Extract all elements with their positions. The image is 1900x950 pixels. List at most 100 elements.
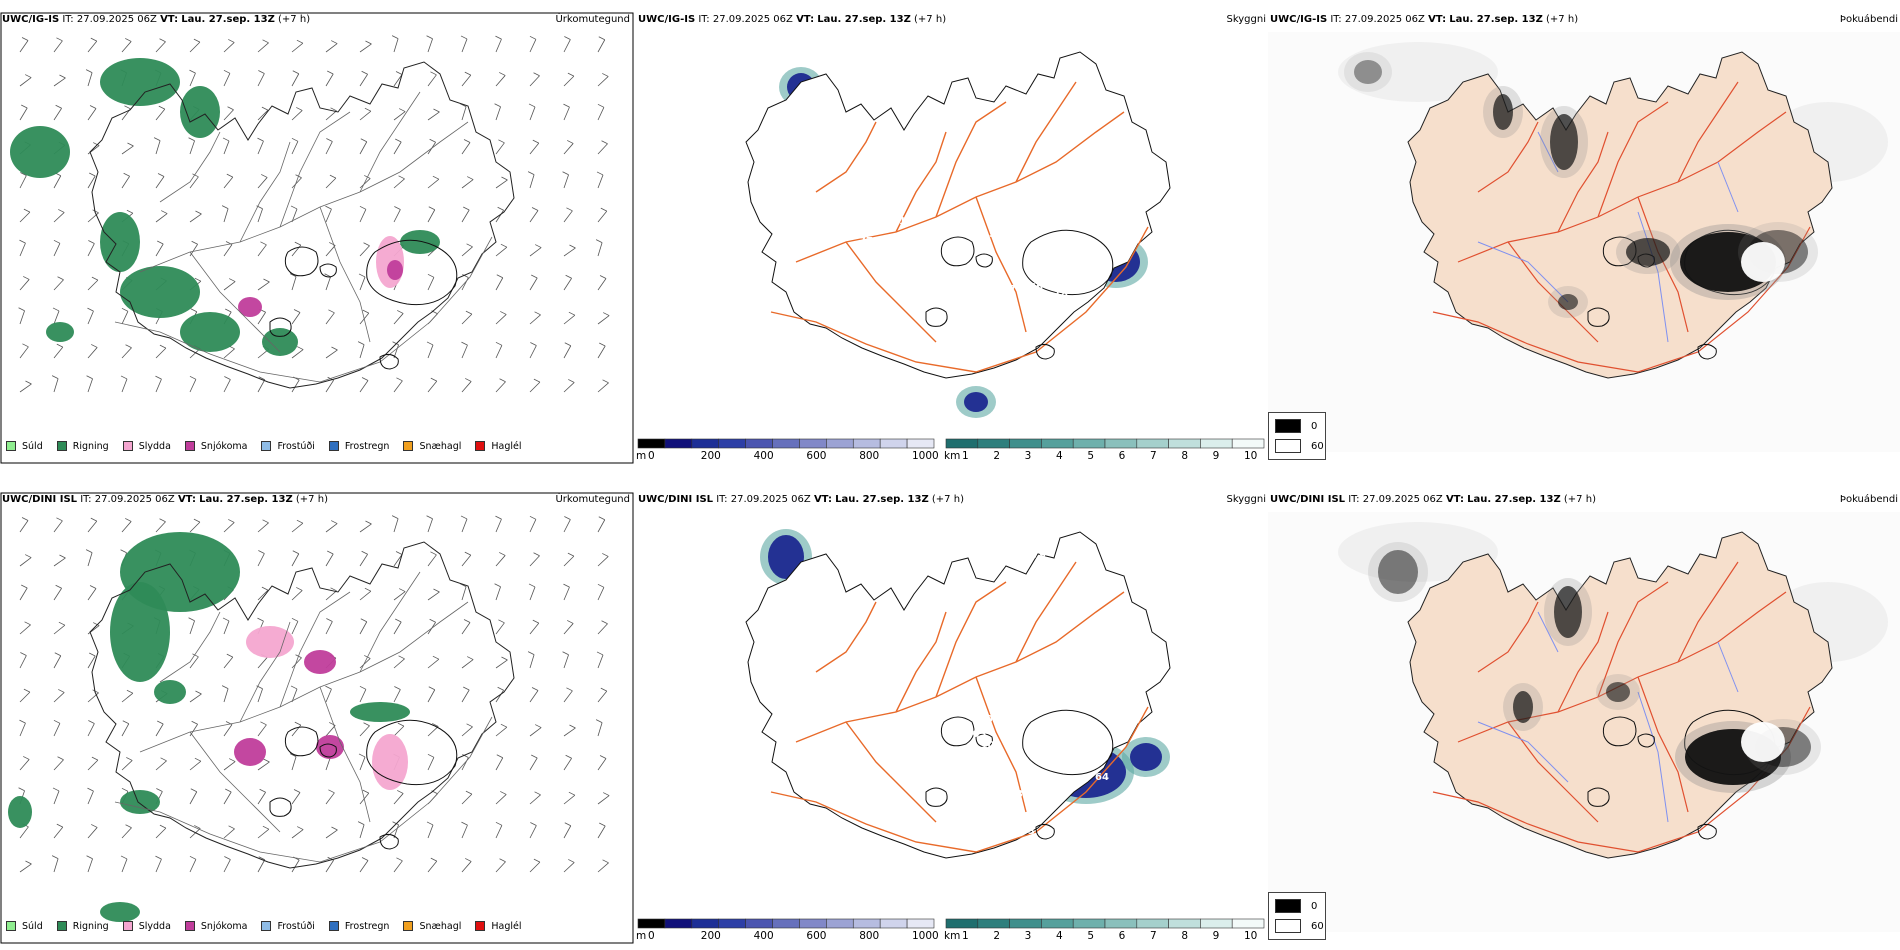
colorbar-cell (1200, 438, 1233, 449)
colorbar-tick: 600 (806, 930, 827, 942)
legend-swatch (122, 921, 133, 931)
fog-header: UWC/DINI ISL IT: 27.09.2025 06Z VT: Lau.… (1270, 494, 1596, 505)
colorbar-tick: 1000 (912, 450, 939, 462)
cloud-base-label: 83 (1009, 789, 1023, 800)
legend-swatch (261, 441, 272, 451)
colorbar-unit: m (636, 450, 647, 462)
wind-barbs (18, 35, 610, 393)
legend-label: Haglél (491, 440, 522, 452)
legend-swatch (6, 441, 16, 451)
colorbar-cell (1104, 918, 1138, 929)
fog-areas (1368, 542, 1821, 793)
cloud-base-labels: 53 75 79 66 18 47 76 15 89 11 77 61 91 79 (859, 90, 1125, 389)
legend-item: Snjókoma (184, 441, 247, 452)
iceland-outline (745, 531, 1171, 859)
cloud-base-label: 72 (873, 784, 887, 795)
colorbar-cell (1072, 438, 1106, 449)
iceland-outline (89, 61, 515, 389)
legend-swatch (6, 921, 16, 931)
colorbar-cell (718, 438, 746, 449)
legend-label: Frostúði (277, 920, 315, 932)
cloud-base-label: 103 (966, 729, 987, 740)
visibility-panel-title: Skyggni (1226, 494, 1266, 505)
fog-panel-igis: UWC/IG-IS IT: 27.09.2025 06Z VT: Lau. 27… (1268, 12, 1900, 466)
legend-item: Rigning (56, 440, 109, 452)
fog-areas (1344, 52, 1818, 318)
legend-item: Frostúði (261, 440, 315, 452)
colorbar-cell (906, 918, 935, 929)
precip-areas (8, 532, 410, 922)
cloud-panel-igis: 53 75 79 66 18 47 76 15 89 11 77 61 91 79 UWC/IG-IS I… (636, 12, 1268, 466)
colorbar-tick: 5 (1087, 450, 1095, 462)
cloud-base-label: 64 (1095, 772, 1109, 783)
legend-label: Slydda (138, 440, 171, 452)
legend-label: Rigning (72, 920, 109, 932)
legend-label: Rigning (72, 440, 109, 452)
fog-key-label: 0 (1311, 420, 1318, 432)
fog-index-map-dini (1268, 512, 1900, 932)
colorbar-tick: 10 (1244, 930, 1258, 942)
colorbar-cell (637, 918, 666, 929)
colorbar-tick: 800 (859, 450, 880, 462)
fog-key-label: 60 (1311, 440, 1324, 452)
legend-swatch (475, 441, 486, 451)
colorbar-cell (879, 438, 908, 449)
cloud-base-label: 41 (1047, 841, 1061, 852)
colorbar-cell (745, 918, 773, 929)
legend-item: Snæhagl (403, 921, 461, 932)
cloud-base-label: 66 (1029, 282, 1043, 293)
cloud-base-label: 61 (997, 304, 1011, 315)
legend-label: Snæhagl (419, 440, 462, 452)
legend-swatch (475, 921, 486, 931)
colorbar-tick: 9 (1212, 450, 1220, 462)
colorbar-cell (772, 438, 800, 449)
visibility-colorbar: km 1 2 3 4 5 6 7 8 9 10 (944, 437, 1268, 465)
colorbar-unit: km (944, 930, 961, 942)
cloud-base-label: 15 (971, 146, 985, 157)
legend-label: Frostregn (344, 440, 390, 452)
fog-key: 0 60 (1268, 892, 1326, 940)
precip-legend: Súld Rigning Slydda Snjókoma Frostúði Frostre… (6, 439, 536, 453)
colorbar-cell (1231, 918, 1265, 929)
colorbar-tick: 10 (1244, 450, 1258, 462)
colorbar-tick: 600 (806, 450, 827, 462)
fog-index-map-igis (1268, 32, 1900, 452)
colorbar-tick: 0 (648, 450, 655, 462)
cloud-base-label: 109 (981, 740, 1002, 751)
legend-swatch (261, 921, 272, 931)
fog-header: UWC/IG-IS IT: 27.09.2025 06Z VT: Lau. 27… (1270, 14, 1579, 25)
cloud-base-label: 76 (989, 124, 1003, 135)
precip-type-map-igis (0, 12, 634, 464)
cloud-base-label: 89 (1032, 90, 1046, 101)
colorbar-tick: 400 (753, 450, 774, 462)
legend-swatch (56, 441, 67, 451)
cloud-header: UWC/DINI ISL IT: 27.09.2025 06Z VT: Lau.… (638, 494, 964, 505)
cloud-base-label: 53 (989, 229, 1003, 240)
colorbar-cell (826, 438, 854, 449)
colorbar-unit: m (636, 930, 647, 942)
colorbar-tick: 1000 (912, 930, 939, 942)
cloud-base-label: 47 (1111, 240, 1125, 251)
colorbar-tick: 200 (700, 450, 721, 462)
colorbar-cell (1136, 918, 1169, 929)
cloud-base-label: 11 (899, 216, 913, 227)
colorbar-tick: 7 (1150, 930, 1157, 942)
fog-panel-title: Þokuábendi (1839, 494, 1898, 505)
precip-header: UWC/DINI ISL IT: 27.09.2025 06Z VT: Lau.… (2, 494, 328, 505)
colorbar-tick: 5 (1087, 930, 1095, 942)
legend-label: Slydda (138, 920, 171, 932)
cloud-base-map-igis: 53 75 79 66 18 47 76 15 89 11 77 61 91 79 (745, 51, 1171, 418)
colorbar-unit: km (944, 450, 961, 462)
precip-panel-title: Úrkomutegund (555, 494, 630, 505)
legend-label: Haglél (491, 920, 522, 932)
colorbar-tick: 0 (648, 930, 655, 942)
colorbar-cell (1168, 438, 1201, 449)
legend-item: Frostúði (261, 920, 315, 932)
legend-item: Snjókoma (184, 921, 247, 932)
colorbar-cell (826, 918, 854, 929)
cloudbase-colorbar: m 0 200 400 600 800 1000 (636, 437, 939, 465)
legend-label: Frostúði (277, 440, 315, 452)
cloud-base-label: 81 (931, 881, 945, 892)
legend-swatch (184, 921, 195, 931)
